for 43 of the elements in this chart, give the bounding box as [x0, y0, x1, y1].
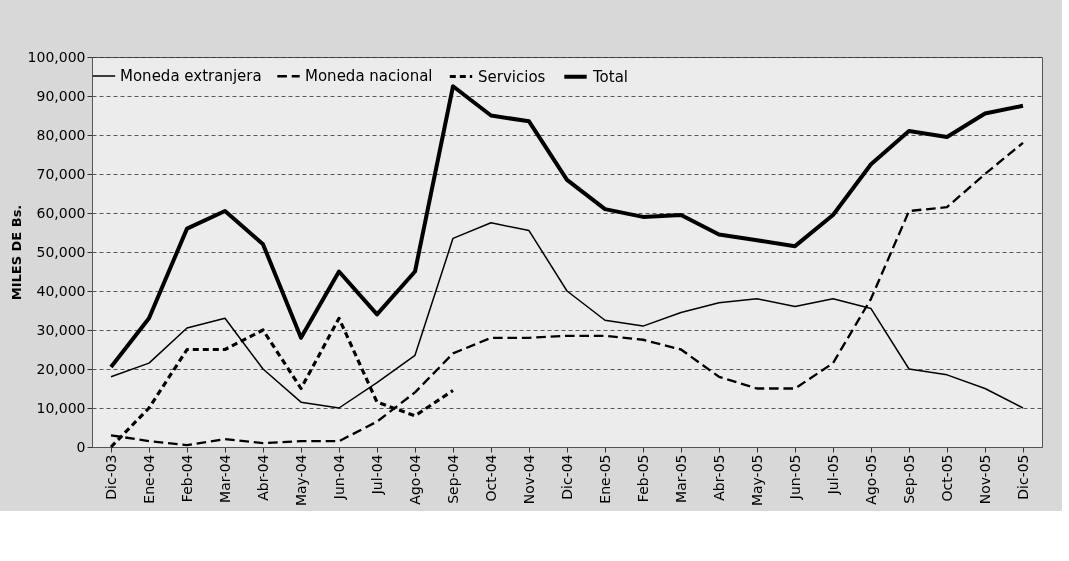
x-tick-label: Nov-05 — [976, 454, 993, 505]
x-tick-label: Ene-04 — [140, 454, 157, 504]
x-tick-label: Ene-05 — [596, 454, 613, 504]
legend-label: Moneda nacional — [305, 67, 433, 86]
x-tick-label: Feb-05 — [634, 454, 651, 503]
x-tick-label: May-04 — [292, 454, 309, 507]
x-tick-label: Ago-05 — [862, 454, 879, 505]
x-tick-label: Oct-05 — [938, 454, 955, 502]
x-tick-label: Oct-04 — [482, 454, 499, 502]
line-series — [109, 84, 1025, 370]
y-tick-label: 60,000 — [36, 204, 86, 221]
y-axis-title: MILES DE Bs. — [8, 204, 24, 301]
x-tick-label: Sep-05 — [900, 454, 917, 504]
x-tick-label: May-05 — [748, 454, 765, 507]
y-tick-label: 40,000 — [36, 282, 86, 299]
x-tick-label: Dic-03 — [102, 454, 119, 500]
x-tick-label: Abr-04 — [254, 454, 271, 501]
y-tick-label: 20,000 — [36, 360, 86, 377]
x-tick-label: Dic-04 — [558, 454, 575, 500]
y-tick-label: 30,000 — [36, 321, 86, 338]
x-tick-label: Jul-05 — [824, 454, 841, 496]
line-series — [109, 141, 1025, 447]
x-tick-label: Mar-04 — [216, 454, 233, 503]
x-tick-label: Mar-05 — [672, 454, 689, 503]
legend-label: Total — [592, 67, 629, 86]
legend-label: Servicios — [478, 67, 546, 86]
y-tick-label: 10,000 — [36, 399, 86, 416]
y-tick-label: 90,000 — [36, 87, 86, 104]
x-tick-label: Jun-04 — [330, 454, 347, 501]
y-tick-label: 50,000 — [36, 243, 86, 260]
x-tick-label: Jun-05 — [786, 454, 803, 501]
x-tick-label: Dic-05 — [1014, 454, 1031, 500]
y-tick-label: 80,000 — [36, 126, 86, 143]
x-tick-label: Feb-04 — [178, 454, 195, 503]
legend-label: Moneda extranjera — [120, 67, 262, 85]
x-tick-label: Ago-04 — [406, 454, 423, 505]
y-tick-label: 0 — [76, 438, 86, 455]
y-tick-label: 70,000 — [36, 165, 86, 182]
x-tick-label: Nov-04 — [520, 454, 537, 505]
x-tick-label: Abr-05 — [710, 454, 727, 501]
x-tick-label: Sep-04 — [444, 454, 461, 504]
x-tick-label: Jul-04 — [368, 454, 385, 496]
y-tick-label: 100,000 — [27, 48, 86, 65]
